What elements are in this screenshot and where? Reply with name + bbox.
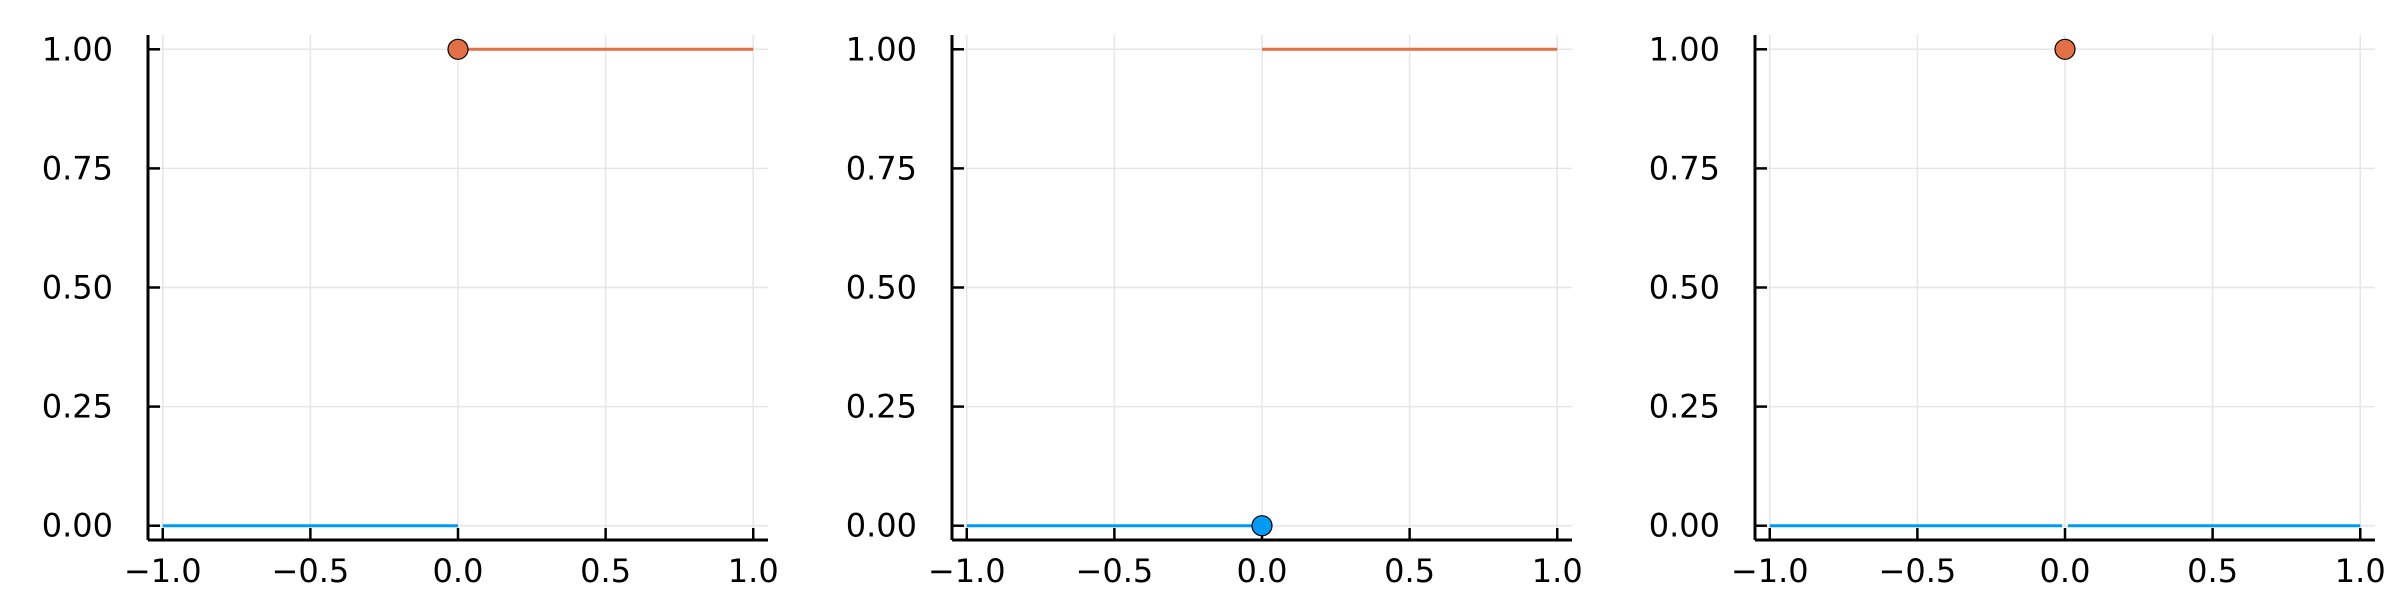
y-tick-label: 1.00 — [1649, 30, 1720, 68]
chart-panel-2: −1.0 −0.5 0.0 0.5 1.0 0.00 0.25 0.50 0.75 1.00 — [846, 30, 1583, 590]
y-tick-label: 0.50 — [42, 269, 113, 307]
x-tick-label: 0.5 — [2187, 552, 2238, 590]
y-tick-label: 0.75 — [1649, 149, 1720, 187]
x-tick-label: 1.0 — [728, 552, 779, 590]
y-tick-label: 0.25 — [1649, 388, 1720, 426]
x-tick-label: −0.5 — [272, 552, 350, 590]
x-tick-label: −1.0 — [928, 552, 1006, 590]
y-tick-label: 0.75 — [846, 149, 917, 187]
y-tick-label: 1.00 — [846, 30, 917, 68]
x-tick-label: 1.0 — [2335, 552, 2386, 590]
y-tick-label: 0.25 — [42, 388, 113, 426]
x-tick-label: 0.0 — [1237, 552, 1288, 590]
y-tick-label: 0.00 — [1649, 507, 1720, 545]
chart-panel-1: −1.0 −0.5 0.0 0.5 1.0 0.00 0.25 0.50 0.75 1.00 — [42, 30, 779, 590]
series-point — [2054, 38, 2076, 60]
y-tick-label: 0.25 — [846, 388, 917, 426]
x-tick-label: −0.5 — [1879, 552, 1957, 590]
y-tick-label: 1.00 — [42, 30, 113, 68]
x-tick-label: 0.5 — [1384, 552, 1435, 590]
chart-panel-3: −1.0 −0.5 0.0 0.5 1.0 0.00 0.25 0.50 0.75 1.00 — [1649, 30, 2386, 590]
series-point — [1251, 515, 1273, 537]
x-tick-label: −0.5 — [1076, 552, 1154, 590]
x-tick-label: 0.0 — [2040, 552, 2091, 590]
x-tick-label: 1.0 — [1532, 552, 1583, 590]
x-tick-label: 0.5 — [580, 552, 631, 590]
x-tick-label: −1.0 — [124, 552, 202, 590]
y-tick-label: 0.00 — [42, 507, 113, 545]
x-tick-label: −1.0 — [1731, 552, 1809, 590]
y-tick-label: 0.75 — [42, 149, 113, 187]
x-tick-label: 0.0 — [433, 552, 484, 590]
y-tick-label: 0.00 — [846, 507, 917, 545]
y-tick-label: 0.50 — [1649, 269, 1720, 307]
series-point — [447, 38, 469, 60]
y-tick-label: 0.50 — [846, 269, 917, 307]
